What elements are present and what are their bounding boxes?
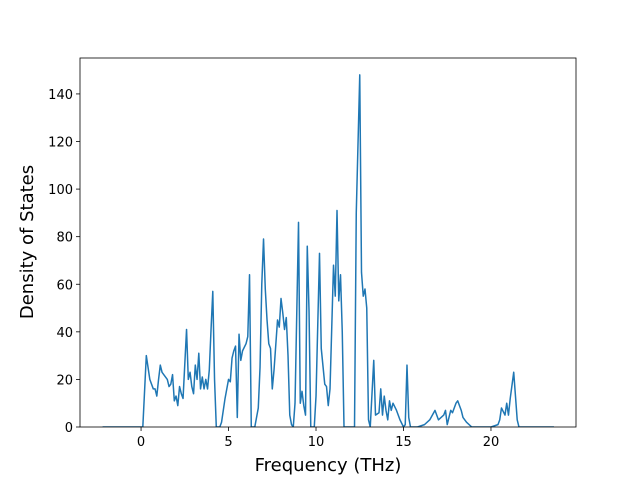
y-tick-label: 80 [56,231,73,246]
x-tick-label: 20 [483,435,500,450]
y-tick-label: 100 [48,183,73,198]
x-tick-label: 0 [137,435,145,450]
y-axis-label: Density of States [17,165,38,319]
y-tick-label: 60 [56,278,73,293]
y-tick-label: 120 [48,136,73,151]
x-tick-label: 5 [224,435,232,450]
x-axis-label: Frequency (THz) [255,455,402,476]
y-tick-label: 140 [48,88,73,103]
y-tick-label: 20 [56,373,73,388]
line [102,74,554,427]
plot-frame [79,57,577,428]
x-tick-label: 15 [395,435,412,450]
y-tick-label: 40 [56,326,73,341]
x-tick-label: 10 [308,435,325,450]
y-tick-label: 0 [65,421,73,436]
